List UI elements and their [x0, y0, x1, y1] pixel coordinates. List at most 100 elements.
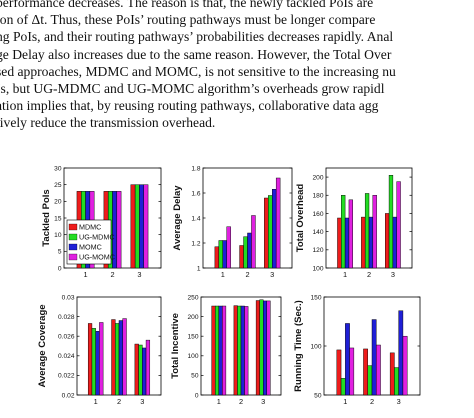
y-tick-label: 30 [54, 165, 62, 172]
y-axis-label: Total Overhead [295, 184, 306, 253]
bar-ug-mdmc [214, 305, 220, 396]
bar-ug-momc [396, 181, 401, 269]
average-coverage-chart: 0.02 0.022 0.024 0.026 0.028 0.03 Average Cove… [37, 294, 162, 406]
x-tick-label: 1 [221, 270, 225, 279]
bar-momc [368, 216, 374, 269]
x-tick-label: 2 [110, 270, 114, 279]
y-tick-label: 160 [312, 211, 323, 218]
bar-mdmc [363, 348, 368, 396]
x-tick-label: 3 [137, 270, 141, 279]
y-axis-label: Total Incentive [170, 313, 181, 379]
bar-ug-momc [99, 322, 104, 396]
y-tick-label: 20 [54, 199, 62, 206]
x-tick-label: 1 [217, 397, 221, 406]
y-axis-label: Running Time (Sec.) [293, 300, 304, 392]
bar-momc [142, 347, 147, 396]
text-line: ation implies that, by reusing routing p… [0, 98, 379, 114]
bar-ug-mdmc [394, 367, 399, 396]
bar-momc [118, 320, 123, 396]
bar-mdmc [264, 197, 269, 269]
tackled-pois-chart: 0 5 10 15 20 25 30 Tackled PoIs 1 2 3 MDMCUG-MDMCMO… [41, 165, 162, 279]
y-tick-label: 180 [312, 193, 323, 200]
bar-ug-momc [244, 306, 249, 396]
bar-ug-mdmc [340, 378, 346, 396]
average-delay-chart: 1 1.2 1.4 1.6 1.8 Average Delay 1 2 3 [172, 165, 293, 279]
y-tick-label: 0.03 [62, 294, 75, 301]
y-axis-label: Average Coverage [37, 304, 48, 387]
y-tick-label: 120 [312, 247, 323, 254]
bar-ug-mdmc [367, 365, 373, 396]
x-tick-label: 2 [245, 270, 249, 279]
legend-swatch-mdmc [68, 223, 78, 231]
bar-ug-momc [376, 344, 381, 396]
y-tick-label: 250 [187, 294, 198, 301]
bar-mdmc [233, 305, 238, 396]
x-tick-label: 2 [117, 397, 121, 406]
text-line: ge Delay also increases due to the same … [0, 46, 392, 62]
y-tick-label: 15 [54, 215, 62, 222]
text-line: sed approaches, MDMC and MOMC, is not se… [0, 63, 396, 79]
legend-label-mdmc: MDMC [79, 223, 101, 232]
bar-momc [247, 232, 252, 269]
x-tick-label: 2 [367, 270, 371, 279]
bar-ug-mdmc [268, 195, 273, 269]
y-tick-label: 200 [187, 314, 198, 321]
bar-mdmc [389, 352, 395, 396]
bar-ug-mdmc [115, 323, 120, 396]
text-line: performance decreases. The reason is tha… [0, 0, 374, 10]
bar-ug-momc [145, 339, 151, 396]
bar-momc [95, 331, 100, 396]
x-tick-label: 3 [397, 397, 401, 406]
bar-momc [240, 305, 245, 396]
y-tick-label: 100 [187, 353, 198, 360]
y-tick-label: 1 [197, 265, 201, 272]
bar-ug-mdmc [138, 344, 143, 396]
bar-momc [344, 217, 350, 269]
y-tick-label: 150 [310, 294, 321, 301]
legend-swatch-momc [68, 243, 78, 251]
y-tick-label: 10 [54, 232, 62, 239]
text-line: Is, but UG-MDMC and UG-MOMC algorithm’s … [0, 80, 385, 96]
x-tick-label: 2 [239, 397, 243, 406]
bar-momc [371, 319, 377, 396]
bar-mdmc [385, 213, 390, 269]
bar-ug-mdmc [237, 305, 242, 396]
y-tick-label: 1.2 [191, 240, 200, 247]
y-tick-label: 1.6 [191, 190, 200, 197]
y-tick-label: 100 [312, 265, 323, 272]
bar-ug-momc [251, 215, 256, 269]
bar-mdmc [239, 245, 244, 269]
y-tick-label: 1.4 [191, 215, 200, 222]
y-tick-label: 150 [187, 334, 198, 341]
y-axis-label: Tackled PoIs [41, 189, 52, 246]
x-tick-label: 2 [370, 397, 374, 406]
legend-swatch-ug-momc [68, 253, 78, 261]
bar-mdmc [130, 184, 136, 269]
y-tick-label: 50 [191, 373, 199, 380]
bar-ug-mdmc [341, 195, 346, 269]
bar-momc [139, 184, 144, 269]
bar-momc [345, 323, 350, 396]
legend-label-momc: MOMC [79, 243, 102, 252]
bar-ug-momc [266, 300, 271, 396]
bar-ug-mdmc [388, 175, 394, 269]
bar-mdmc [361, 216, 366, 269]
x-tick-label: 1 [343, 397, 347, 406]
bar-ug-mdmc [259, 299, 264, 396]
bar-momc [262, 300, 268, 396]
bar-ug-mdmc [91, 328, 96, 396]
bar-ug-momc [143, 184, 149, 269]
bar-momc [398, 310, 404, 396]
x-tick-label: 1 [94, 397, 98, 406]
text-line: ng PoIs, and their routing pathways’ pro… [0, 29, 394, 45]
bar-mdmc [87, 323, 93, 396]
bar-ug-momc [226, 226, 231, 269]
bar-mdmc [211, 305, 216, 396]
bar-mdmc [336, 349, 342, 396]
bar-mdmc [214, 246, 220, 269]
y-tick-label: 5 [58, 249, 62, 256]
body-text-paragraph: performance decreases. The reason is tha… [0, 0, 474, 132]
bar-ug-mdmc [364, 193, 370, 269]
bar-momc [271, 189, 277, 269]
x-tick-label: 1 [83, 270, 87, 279]
